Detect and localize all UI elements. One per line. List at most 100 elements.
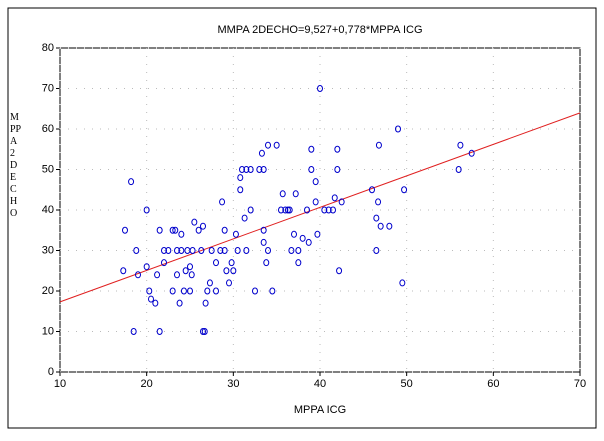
point — [279, 190, 286, 198]
point — [375, 198, 382, 206]
point — [143, 263, 150, 271]
point — [269, 287, 276, 295]
point — [143, 206, 150, 214]
point — [146, 287, 153, 295]
point — [128, 178, 135, 186]
point — [169, 226, 176, 234]
point — [228, 259, 235, 267]
point — [331, 194, 338, 202]
point — [288, 247, 295, 254]
point — [178, 247, 185, 254]
point — [206, 279, 213, 287]
point — [217, 247, 224, 254]
point — [169, 287, 176, 295]
point — [304, 206, 310, 214]
point — [338, 198, 345, 206]
point — [237, 186, 244, 194]
x-axis-label: MPPA ICG — [294, 404, 346, 416]
point — [237, 174, 244, 182]
point — [198, 247, 205, 254]
y-tick-label: 40 — [42, 204, 54, 216]
point — [200, 222, 206, 230]
point — [314, 230, 321, 238]
point — [188, 271, 195, 279]
point — [191, 218, 198, 226]
point — [325, 206, 332, 214]
point — [312, 198, 319, 206]
point — [457, 141, 464, 149]
point — [165, 247, 172, 254]
point — [468, 149, 475, 157]
y-axis-label: MPPA2DECHO — [10, 112, 22, 219]
point — [377, 222, 384, 230]
x-tick-label: 20 — [141, 378, 153, 390]
point — [135, 271, 141, 279]
point — [213, 259, 219, 267]
point — [161, 259, 167, 267]
point — [204, 287, 211, 295]
point — [219, 198, 226, 206]
point — [273, 141, 280, 149]
point — [208, 247, 215, 254]
point — [260, 166, 267, 173]
point — [312, 178, 319, 186]
point — [174, 247, 180, 254]
point — [239, 166, 245, 173]
point — [148, 295, 154, 303]
point — [373, 214, 380, 222]
point — [174, 271, 180, 279]
point — [122, 226, 128, 234]
point — [213, 287, 219, 295]
point — [241, 214, 248, 222]
point — [230, 267, 237, 275]
point — [336, 267, 343, 275]
frame — [7, 7, 597, 429]
point — [375, 141, 382, 149]
point — [305, 238, 312, 246]
chart-title: MMPA 2DECHO=9,527+0,778*MPPA ICG — [217, 24, 422, 36]
x-tick-label: 10 — [54, 378, 66, 390]
point — [130, 328, 137, 335]
point — [256, 166, 263, 173]
point — [172, 226, 179, 234]
point — [334, 166, 341, 173]
point — [308, 145, 315, 153]
y-tick-label: 70 — [42, 82, 54, 94]
point — [260, 226, 267, 234]
y-tick-label: 20 — [42, 285, 54, 297]
point — [247, 166, 254, 173]
y-tick-label: 0 — [48, 366, 54, 378]
fit-line — [59, 112, 581, 303]
point — [156, 226, 163, 234]
point — [176, 299, 183, 307]
y-tick-label: 50 — [42, 163, 54, 175]
point — [308, 166, 315, 173]
point — [202, 299, 209, 307]
point — [252, 287, 258, 295]
point — [187, 287, 193, 295]
point — [221, 226, 228, 234]
point — [386, 222, 393, 230]
point — [154, 271, 161, 279]
point — [234, 247, 241, 254]
point — [291, 230, 297, 238]
point — [373, 247, 380, 254]
point — [330, 206, 336, 214]
point — [286, 206, 293, 214]
point — [263, 259, 270, 267]
y-tick-label: 80 — [42, 42, 54, 54]
point — [295, 259, 302, 267]
point — [243, 166, 250, 173]
point — [182, 267, 189, 275]
point — [201, 328, 208, 335]
point — [399, 279, 406, 287]
point — [187, 263, 193, 271]
point — [292, 190, 299, 198]
point — [180, 287, 187, 295]
x-tick-label: 30 — [227, 378, 239, 390]
y-axis-label-box: MPPA2DECHO — [10, 112, 22, 219]
point — [152, 299, 159, 307]
x-tick-label: 40 — [314, 378, 326, 390]
point — [223, 267, 230, 275]
point — [226, 279, 232, 287]
